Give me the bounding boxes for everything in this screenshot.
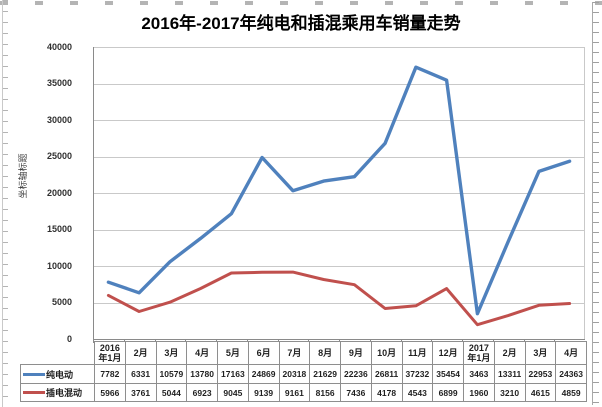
value-cell: 7436 [340,383,372,402]
month-header-cell: 4月 [186,341,218,365]
y-axis-tick-label: 0 [66,333,72,344]
series-line-pure-electric [106,65,572,316]
value-cell: 3210 [493,383,526,402]
value-cell: 6923 [186,383,218,402]
plot-area [93,47,585,343]
value-cell: 9045 [217,383,249,402]
value-cell: 13780 [186,364,218,384]
legend-cell: 纯电动 [20,364,95,384]
y-axis-tick-label: 20000 [46,187,72,198]
value-cell: 35454 [432,364,464,384]
month-header-cell: 9月 [340,341,372,365]
value-cell: 10579 [155,364,188,384]
y-axis-tick-label: 5000 [51,297,72,307]
value-cell: 7782 [94,364,126,384]
y-axis-tick-label: 15000 [46,224,72,234]
y-axis-tick-label: 40000 [46,41,72,52]
table-corner-cell [21,342,95,365]
legend-label: 纯电动 [46,369,74,380]
value-cell: 6331 [124,364,157,384]
value-cell: 8156 [309,383,341,402]
month-header-cell: 5月 [217,341,249,365]
legend-swatch-plugin-hybrid [23,391,45,394]
legend-label: 插电混动 [46,388,83,398]
y-axis-tick-label: 30000 [46,114,72,125]
table-row: 纯电动 7782 6331 10579 13780 17163 24869 20318 2162… [20,364,587,384]
legend-cell: 插电混动 [20,383,95,402]
value-cell: 24363 [555,364,587,384]
data-table: 2016 年1月 2月 3月 4月 5月 6月 7月 8月 9月 10月 11月 12月 2017 年1… [20,341,587,402]
value-cell: 26811 [370,364,403,384]
y-axis-tick-label: 25000 [46,151,72,161]
value-cell: 13311 [493,364,526,384]
month-header-cell: 6月 [247,341,280,365]
series-line-plugin-hybrid [106,270,572,327]
value-cell: 22236 [340,364,372,384]
month-header-cell: 4月 [555,341,587,365]
month-header-cell: 7月 [278,341,311,365]
month-header-cell: 2017 年1月 [463,341,495,365]
value-cell: 22953 [524,364,557,384]
month-header-cell: 11月 [401,341,434,365]
value-cell: 4859 [555,383,587,402]
value-cell: 3463 [463,364,495,384]
value-cell: 5044 [155,383,188,402]
month-header-cell: 2016 年1月 [94,341,126,365]
month-header-cell: 10月 [370,341,403,365]
value-cell: 21629 [309,364,341,384]
value-cell: 17163 [217,364,249,384]
value-cell: 5966 [94,383,126,402]
month-header-cell: 2月 [124,341,157,365]
chart-title: 2016年-2017年纯电和插混乘用车销量走势 [141,14,461,33]
value-cell: 20318 [278,364,311,384]
value-cell: 3761 [124,383,157,402]
value-cell: 4615 [524,383,557,402]
value-cell: 6899 [432,383,464,402]
value-cell: 37232 [401,364,434,384]
table-row: 插电混动 5966 3761 5044 6923 9045 9139 9161 8156 7436… [20,383,587,402]
month-header-cell: 3月 [524,341,557,365]
month-header-cell: 3月 [155,341,188,365]
value-cell: 4543 [401,383,434,402]
value-cell: 9161 [278,383,311,402]
value-cell: 1960 [463,383,495,402]
y-axis-tick-label: 10000 [46,260,72,271]
left-ruler-ticks [2,0,8,407]
value-cell: 9139 [247,383,280,402]
legend-swatch-pure-electric [23,372,45,376]
y-axis-tick-label: 35000 [46,78,72,88]
value-cell: 24869 [247,364,280,384]
right-axis-ticks [592,2,599,405]
month-header-cell: 2月 [493,341,526,365]
month-header-cell: 8月 [309,341,341,365]
top-ruler-ticks [0,1,602,5]
value-cell: 4178 [370,383,403,402]
month-header-cell: 12月 [432,341,464,365]
